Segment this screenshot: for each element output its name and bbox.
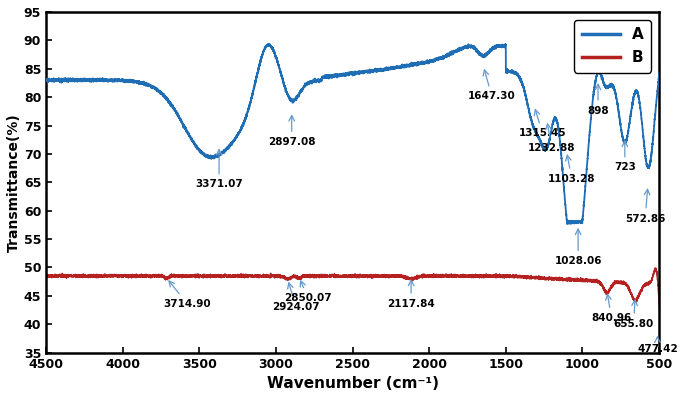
Text: 655.80: 655.80 [614, 300, 654, 329]
Text: 898: 898 [587, 84, 609, 116]
Text: 477.42: 477.42 [637, 337, 678, 354]
Text: 572.86: 572.86 [625, 189, 665, 224]
Text: 2924.07: 2924.07 [272, 283, 320, 312]
Text: 3714.90: 3714.90 [163, 281, 211, 309]
Text: 1232.88: 1232.88 [528, 124, 575, 152]
Text: 3371.07: 3371.07 [195, 150, 243, 189]
Text: 1028.06: 1028.06 [554, 229, 602, 266]
Text: 2850.07: 2850.07 [284, 281, 332, 303]
Text: 2897.08: 2897.08 [268, 115, 316, 147]
Y-axis label: Transmittance(%): Transmittance(%) [7, 113, 21, 252]
Text: 2117.84: 2117.84 [387, 280, 435, 309]
Text: 840.96: 840.96 [591, 294, 632, 323]
Text: 1647.30: 1647.30 [468, 70, 516, 101]
Legend: A, B: A, B [574, 20, 651, 72]
Text: 723: 723 [614, 141, 636, 172]
X-axis label: Wavenumber (cm⁻¹): Wavenumber (cm⁻¹) [266, 376, 438, 391]
Text: 1103.28: 1103.28 [548, 155, 595, 184]
Text: 1315.45: 1315.45 [519, 109, 566, 139]
